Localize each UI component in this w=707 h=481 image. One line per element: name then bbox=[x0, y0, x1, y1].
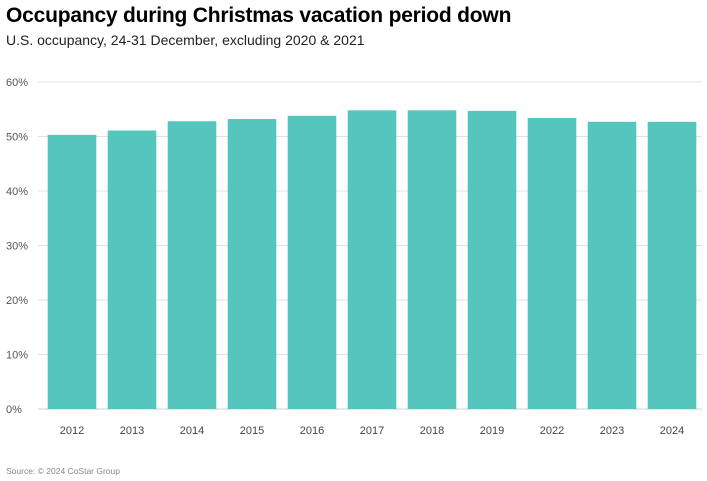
y-tick-label: 20% bbox=[6, 295, 28, 307]
x-tick-label: 2022 bbox=[540, 425, 564, 437]
y-tick-label: 60% bbox=[6, 77, 28, 89]
chart-subtitle: U.S. occupancy, 24-31 December, excludin… bbox=[6, 32, 365, 48]
bar-2014 bbox=[167, 121, 217, 410]
chart-title: Occupancy during Christmas vacation peri… bbox=[6, 4, 512, 27]
x-tick-label: 2019 bbox=[480, 425, 504, 437]
x-tick-label: 2017 bbox=[360, 425, 384, 437]
bar-2016 bbox=[287, 115, 337, 409]
x-tick-label: 2023 bbox=[600, 425, 624, 437]
x-tick-label: 2013 bbox=[120, 425, 144, 437]
bar-2012 bbox=[47, 134, 97, 410]
y-tick-label: 30% bbox=[6, 241, 28, 253]
x-tick-label: 2018 bbox=[420, 425, 444, 437]
bar-2018 bbox=[407, 110, 457, 409]
bar-2022 bbox=[527, 117, 577, 409]
y-axis-ticks: 0% 10% 20% 30% 40% 50% 60% bbox=[6, 77, 28, 416]
bar-2015 bbox=[227, 119, 277, 409]
y-tick-label: 50% bbox=[6, 132, 28, 144]
x-tick-label: 2012 bbox=[60, 425, 84, 437]
x-tick-label: 2015 bbox=[240, 425, 264, 437]
x-tick-label: 2016 bbox=[300, 425, 324, 437]
source-note: Source: © 2024 CoStar Group bbox=[6, 466, 120, 476]
x-tick-label: 2024 bbox=[660, 425, 684, 437]
y-tick-label: 40% bbox=[6, 186, 28, 198]
bar-2019 bbox=[467, 110, 517, 409]
x-tick-label: 2014 bbox=[180, 425, 204, 437]
bars bbox=[47, 110, 697, 410]
bar-2023 bbox=[587, 121, 637, 409]
bar-2013 bbox=[107, 130, 157, 409]
y-tick-label: 0% bbox=[6, 404, 22, 416]
bar-2024 bbox=[647, 121, 697, 409]
y-tick-label: 10% bbox=[6, 350, 28, 362]
x-axis-ticks: 2012 2013 2014 2015 2016 2017 2018 2019 2022 2023… bbox=[60, 425, 684, 437]
bar-2017 bbox=[347, 110, 397, 409]
